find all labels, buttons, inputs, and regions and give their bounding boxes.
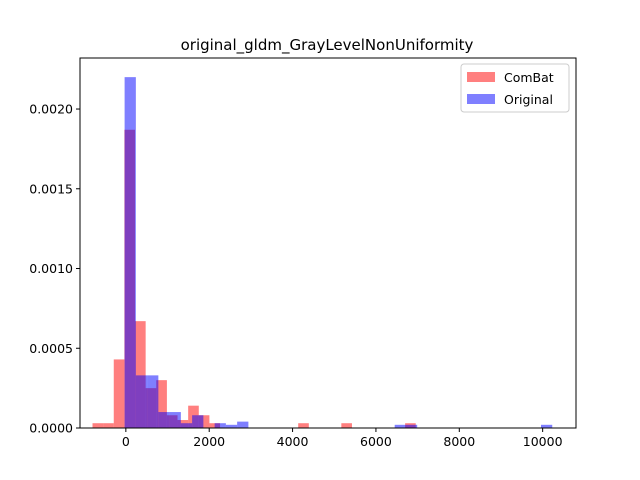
x-tick-label: 4000	[277, 434, 309, 449]
bar-original-1	[135, 375, 148, 428]
bar-original-7	[214, 423, 226, 428]
bar-combat-0	[92, 423, 104, 428]
plot-frame	[79, 57, 577, 429]
bar-combat-13	[341, 423, 352, 428]
bar-combat-6	[156, 380, 167, 428]
y-tick-label: 0.0020	[29, 102, 73, 117]
x-tick-label: 2000	[193, 434, 225, 449]
chart-title: original_gldm_GrayLevelNonUniformity	[181, 36, 474, 55]
legend-swatch-combat	[467, 72, 495, 82]
bar-combat-2	[113, 359, 125, 428]
bar-combat-10	[198, 415, 210, 428]
bar-original-8	[225, 424, 238, 428]
y-axis: 0.0000 0.0005 0.0010 0.0015 0.0020	[29, 102, 80, 436]
legend: ComBat Original	[460, 63, 570, 113]
legend-label-combat: ComBat	[504, 70, 554, 85]
bar-original-10	[394, 424, 406, 428]
y-tick-label: 0.0005	[29, 341, 73, 356]
bar-original-3	[158, 412, 170, 428]
bar-original-5	[180, 423, 193, 428]
bar-combat-1	[103, 423, 114, 428]
bar-original-4	[169, 412, 181, 428]
x-tick-label: 8000	[443, 434, 475, 449]
legend-swatch-original	[467, 94, 495, 104]
bar-original-9	[237, 421, 249, 428]
bar-combat-4	[135, 321, 146, 428]
x-axis: 0 2000 4000 6000 8000 10000	[122, 428, 563, 449]
bar-original-2	[147, 375, 159, 428]
x-tick-label: 6000	[360, 434, 392, 449]
bar-original-12	[540, 424, 553, 428]
y-tick-label: 0.0010	[29, 261, 73, 276]
y-tick-label: 0.0015	[29, 181, 73, 196]
x-tick-label: 0	[122, 434, 130, 449]
y-tick-label: 0.0000	[29, 421, 73, 436]
legend-label-original: Original	[504, 92, 553, 107]
bar-combat-12	[298, 423, 309, 428]
bar-original-11	[405, 424, 418, 428]
x-tick-label: 10000	[523, 434, 563, 449]
bar-original-6	[192, 415, 204, 428]
bar-original-0	[124, 77, 136, 428]
histogram-bars	[92, 77, 553, 428]
